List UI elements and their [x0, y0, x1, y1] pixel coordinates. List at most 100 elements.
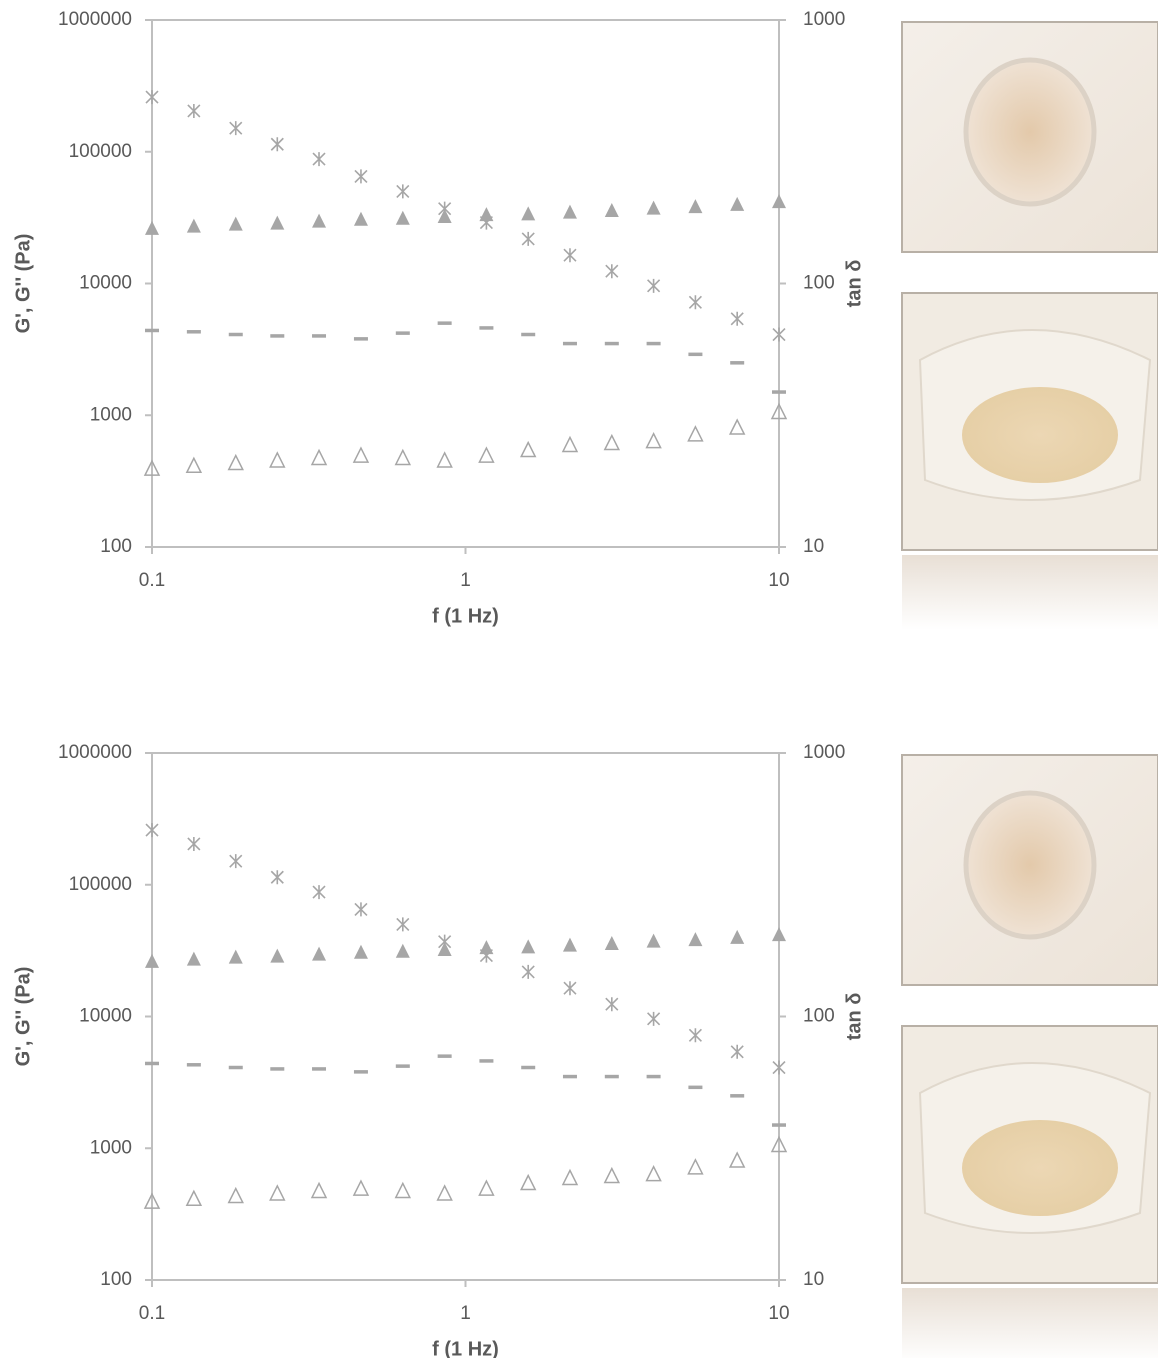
marker [564, 981, 576, 995]
marker [564, 248, 576, 262]
marker [270, 1186, 284, 1200]
marker [479, 1181, 493, 1195]
marker [187, 1191, 201, 1205]
marker [563, 437, 577, 451]
marker [187, 458, 201, 472]
marker [522, 232, 534, 246]
marker [730, 1153, 744, 1167]
y2-axis-title: tan δ [843, 993, 865, 1041]
y2-tick-label: 10 [803, 1269, 824, 1290]
plot-frame [152, 20, 779, 547]
marker [271, 870, 283, 884]
marker [354, 212, 368, 226]
marker [521, 206, 535, 220]
figure: 10010001000010000010000001010010000.1110… [0, 0, 1158, 1358]
photo-panel [902, 755, 1158, 1358]
y-tick-label: 100000 [69, 874, 132, 895]
y2-tick-label: 1000 [803, 9, 845, 30]
marker [773, 1061, 785, 1075]
marker [229, 456, 243, 470]
marker [773, 328, 785, 342]
y-tick-label: 100 [100, 536, 132, 557]
marker [605, 436, 619, 450]
x-axis-title: f (1 Hz) [432, 605, 499, 627]
marker [439, 935, 451, 949]
y-tick-label: 100000 [69, 141, 132, 162]
marker [187, 952, 201, 966]
marker [521, 1176, 535, 1190]
x-axis-title: f (1 Hz) [432, 1338, 499, 1358]
marker [397, 917, 409, 931]
marker [312, 947, 326, 961]
marker [355, 902, 367, 916]
marker [605, 936, 619, 950]
marker [145, 954, 159, 968]
marker [230, 121, 242, 135]
marker [188, 837, 200, 851]
marker [606, 264, 618, 278]
marker [730, 930, 744, 944]
marker [563, 1170, 577, 1184]
y2-tick-label: 100 [803, 1006, 835, 1027]
marker [313, 885, 325, 899]
marker [605, 1169, 619, 1183]
x-tick-label: 0.1 [139, 570, 165, 591]
marker [355, 169, 367, 183]
y2-tick-label: 1000 [803, 742, 845, 763]
y-tick-label: 10000 [79, 1006, 132, 1027]
chart: 100 1000 10000 100000 1000000 10 100 1000 0.1 1 10… [12, 9, 865, 627]
marker [772, 194, 786, 208]
y-tick-label: 1000000 [58, 742, 132, 763]
marker [521, 939, 535, 953]
marker [647, 201, 661, 215]
marker [730, 197, 744, 211]
x-tick-label: 0.1 [139, 1303, 165, 1324]
y-tick-label: 1000000 [58, 9, 132, 30]
x-tick-label: 1 [460, 1303, 471, 1324]
marker [648, 1012, 660, 1026]
marker [647, 434, 661, 448]
marker [270, 216, 284, 230]
x-tick-label: 1 [460, 570, 471, 591]
marker [146, 90, 158, 104]
y-axis-title: G', G'' (Pa) [12, 234, 34, 334]
y-tick-label: 1000 [90, 404, 132, 425]
marker [188, 104, 200, 118]
marker [648, 279, 660, 293]
marker [354, 945, 368, 959]
marker [312, 214, 326, 228]
x-tick-label: 10 [768, 570, 789, 591]
marker [229, 217, 243, 231]
plot-frame [152, 753, 779, 1280]
marker [438, 453, 452, 467]
marker [647, 934, 661, 948]
marker [396, 450, 410, 464]
y2-tick-label: 10 [803, 536, 824, 557]
marker [354, 448, 368, 462]
marker [229, 1189, 243, 1203]
y2-axis-title: tan δ [843, 260, 865, 308]
marker [354, 1181, 368, 1195]
marker [689, 1028, 701, 1042]
marker [479, 448, 493, 462]
y-axis-title: G', G'' (Pa) [12, 967, 34, 1067]
marker [688, 1160, 702, 1174]
page: {"chart_data": [ {"type": "scatter", "x_… [0, 0, 1158, 1358]
marker [146, 823, 158, 837]
marker [438, 1186, 452, 1200]
marker [772, 927, 786, 941]
marker [605, 203, 619, 217]
marker [312, 450, 326, 464]
marker [688, 199, 702, 213]
marker [688, 932, 702, 946]
marker [439, 202, 451, 216]
y2-tick-label: 100 [803, 273, 835, 294]
marker [521, 443, 535, 457]
marker [522, 965, 534, 979]
y-tick-label: 10000 [79, 273, 132, 294]
marker [396, 211, 410, 225]
marker [396, 944, 410, 958]
x-tick-label: 10 [768, 1303, 789, 1324]
marker [606, 997, 618, 1011]
